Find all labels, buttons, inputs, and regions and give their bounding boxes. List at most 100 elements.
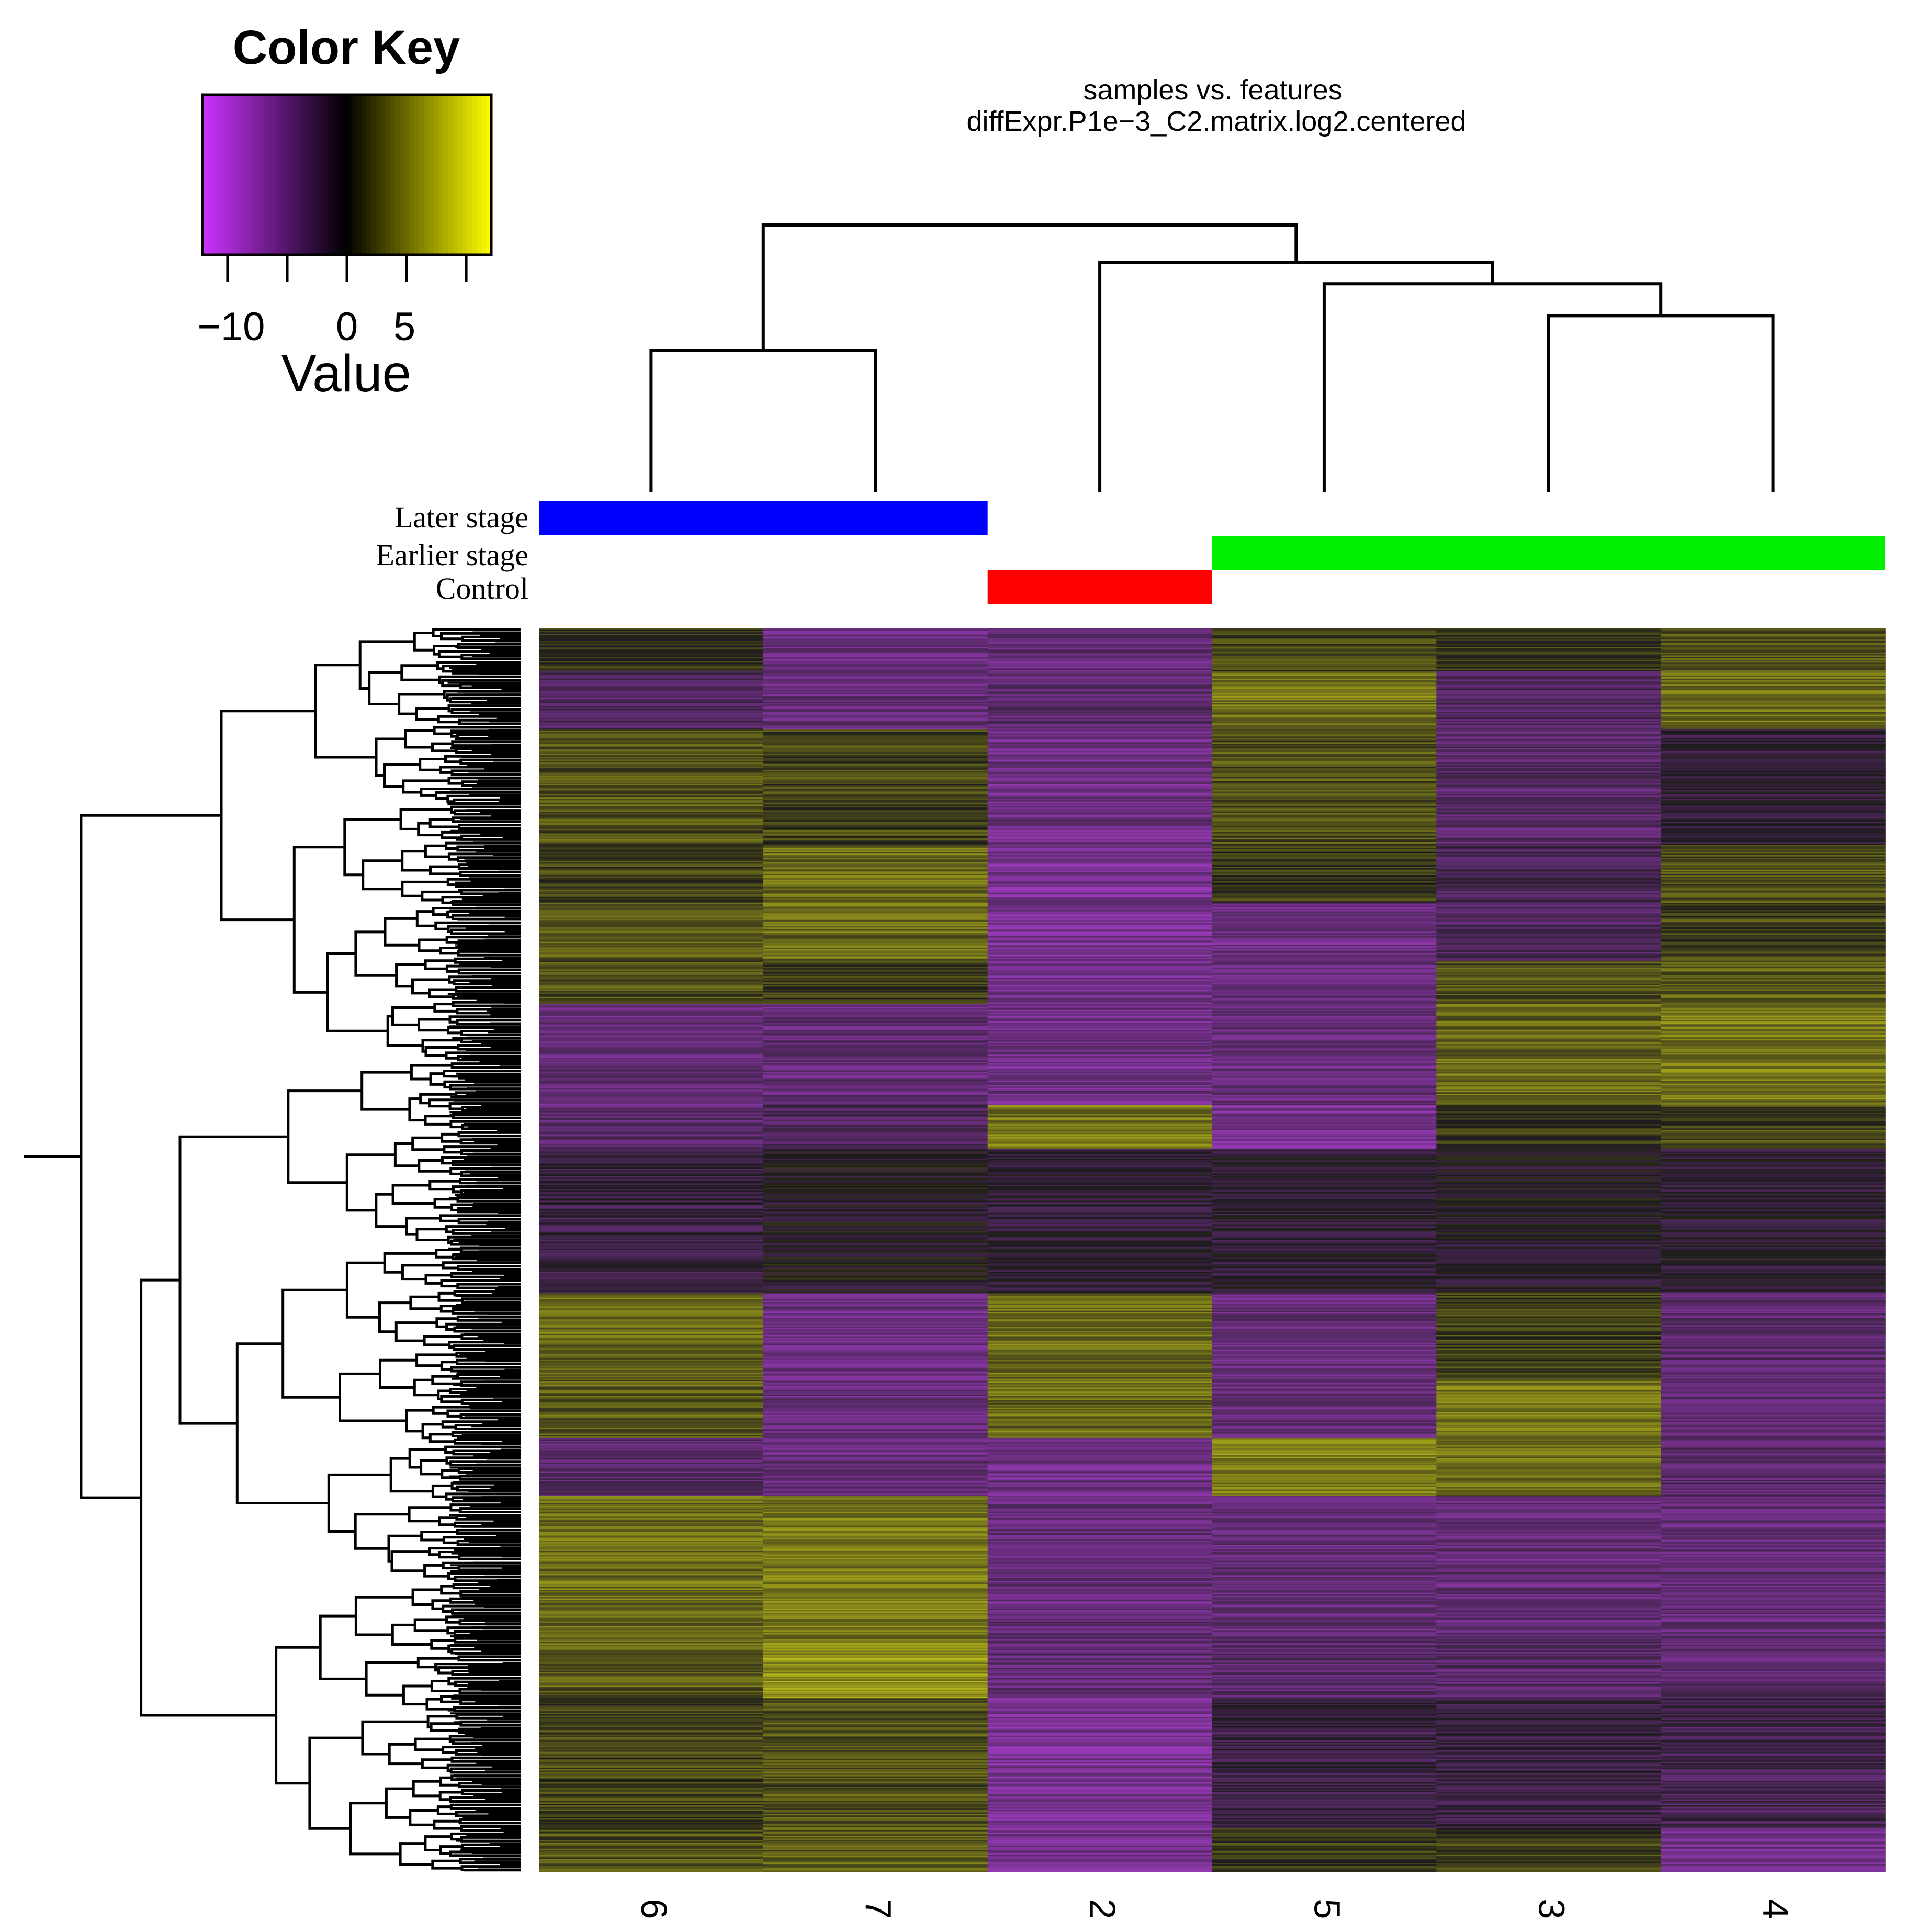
heatmap-cell bbox=[539, 1578, 764, 1580]
heatmap-cell bbox=[539, 1725, 764, 1728]
heatmap-cell bbox=[539, 858, 764, 860]
heatmap-cell bbox=[987, 774, 1213, 776]
heatmap-cell bbox=[539, 1422, 764, 1424]
heatmap-cell bbox=[1661, 1613, 1886, 1615]
heatmap-cell bbox=[763, 1351, 988, 1353]
heatmap-cell bbox=[1436, 716, 1661, 718]
heatmap-cell bbox=[539, 877, 764, 879]
heatmap-cell bbox=[987, 745, 1213, 747]
heatmap-cell bbox=[987, 1105, 1213, 1107]
heatmap-cell bbox=[987, 717, 1213, 720]
heatmap-cell bbox=[539, 1373, 764, 1375]
heatmap-cell bbox=[539, 1350, 764, 1352]
heatmap-cell bbox=[1212, 837, 1437, 840]
heatmap-cell bbox=[1212, 638, 1437, 640]
heatmap-cell bbox=[1212, 1106, 1437, 1109]
heatmap-cell bbox=[987, 1208, 1213, 1210]
heatmap-cell bbox=[1661, 1765, 1886, 1767]
heatmap-cell bbox=[1436, 1788, 1661, 1790]
heatmap-cell bbox=[539, 1341, 764, 1343]
heatmap-cell bbox=[1661, 1519, 1886, 1521]
heatmap-cell bbox=[1212, 1167, 1437, 1170]
heatmap-cell bbox=[1661, 1206, 1886, 1208]
heatmap-cell bbox=[1212, 1383, 1437, 1385]
heatmap-cell bbox=[763, 1384, 988, 1386]
heatmap-cell bbox=[1212, 1179, 1437, 1181]
heatmap-cell bbox=[1661, 1210, 1886, 1213]
heatmap-cell bbox=[987, 840, 1213, 843]
heatmap-cell bbox=[1436, 1223, 1661, 1226]
heatmap-cell bbox=[1436, 1782, 1661, 1784]
heatmap-cell bbox=[1661, 945, 1886, 947]
heatmap-cell bbox=[539, 707, 764, 710]
heatmap-cell bbox=[539, 1796, 764, 1799]
heatmap-cell bbox=[763, 881, 988, 883]
heatmap-cell bbox=[1661, 1075, 1886, 1077]
heatmap-cell bbox=[1212, 1588, 1437, 1590]
heatmap-cell bbox=[987, 1662, 1213, 1664]
heatmap-cell bbox=[1436, 1569, 1661, 1571]
heatmap-cell bbox=[1661, 754, 1886, 756]
heatmap-cell bbox=[1212, 1637, 1437, 1639]
heatmap-cell bbox=[763, 927, 988, 929]
heatmap-cell bbox=[1661, 1297, 1886, 1300]
heatmap-cell bbox=[1212, 738, 1437, 740]
heatmap-cell bbox=[1436, 1255, 1661, 1257]
heatmap-cell bbox=[763, 749, 988, 751]
heatmap-cell bbox=[1436, 1112, 1661, 1115]
heatmap-cell bbox=[1661, 1228, 1886, 1230]
heatmap-cell bbox=[1212, 1166, 1437, 1168]
heatmap-cell bbox=[1436, 1024, 1661, 1026]
heatmap-cell bbox=[1661, 1796, 1886, 1799]
heatmap-cell bbox=[763, 799, 988, 801]
heatmap-cell bbox=[1436, 884, 1661, 886]
heatmap-cell bbox=[1436, 1523, 1661, 1525]
heatmap-cell bbox=[539, 1645, 764, 1647]
heatmap-cell bbox=[1436, 1600, 1661, 1602]
heatmap-cell bbox=[539, 1384, 764, 1386]
heatmap-cell bbox=[1212, 1426, 1437, 1429]
heatmap-cell bbox=[539, 1564, 764, 1566]
heatmap-cell bbox=[763, 722, 988, 724]
heatmap-cell bbox=[1436, 1663, 1661, 1666]
heatmap-cell bbox=[1212, 709, 1437, 711]
heatmap-cell bbox=[1436, 1611, 1661, 1613]
heatmap-cell bbox=[539, 1482, 764, 1485]
heatmap-cell bbox=[539, 1590, 764, 1592]
heatmap-cell bbox=[539, 1388, 764, 1391]
heatmap-cell bbox=[1436, 861, 1661, 863]
heatmap-cell bbox=[987, 788, 1213, 791]
heatmap-cell bbox=[763, 791, 988, 793]
heatmap-cell bbox=[763, 1140, 988, 1142]
heatmap-cell bbox=[1212, 1766, 1437, 1768]
heatmap-cell bbox=[1436, 681, 1661, 683]
heatmap-cell bbox=[1212, 1681, 1437, 1683]
heatmap-cell bbox=[763, 1459, 988, 1462]
heatmap-cell bbox=[1212, 1801, 1437, 1803]
heatmap-cell bbox=[1661, 1131, 1886, 1133]
heatmap-cell bbox=[1212, 1516, 1437, 1518]
heatmap-cell bbox=[1212, 1808, 1437, 1810]
heatmap-cell bbox=[1212, 1401, 1437, 1404]
heatmap-cell bbox=[1661, 1647, 1886, 1649]
heatmap-cell bbox=[987, 1086, 1213, 1088]
heatmap-cell bbox=[987, 672, 1213, 675]
heatmap-cell bbox=[1661, 1640, 1886, 1643]
heatmap-cell bbox=[539, 1214, 764, 1216]
heatmap-cell bbox=[1661, 1240, 1886, 1242]
heatmap-cell bbox=[987, 1172, 1213, 1174]
heatmap-cell bbox=[539, 1623, 764, 1625]
heatmap-cell bbox=[1661, 1556, 1886, 1558]
column-dendrogram-branch bbox=[761, 223, 1298, 351]
heatmap-cell bbox=[763, 945, 988, 947]
heatmap-cell bbox=[987, 1380, 1213, 1382]
heatmap-cell bbox=[763, 1303, 988, 1306]
heatmap-cell bbox=[1661, 1475, 1886, 1478]
heatmap-cell bbox=[1661, 794, 1886, 796]
heatmap-cell bbox=[539, 1348, 764, 1350]
heatmap-cell bbox=[763, 1596, 988, 1598]
heatmap-cell bbox=[1661, 791, 1886, 793]
heatmap-cell bbox=[987, 991, 1213, 993]
heatmap-cell bbox=[1661, 1396, 1886, 1398]
heatmap-cell bbox=[539, 1320, 764, 1323]
